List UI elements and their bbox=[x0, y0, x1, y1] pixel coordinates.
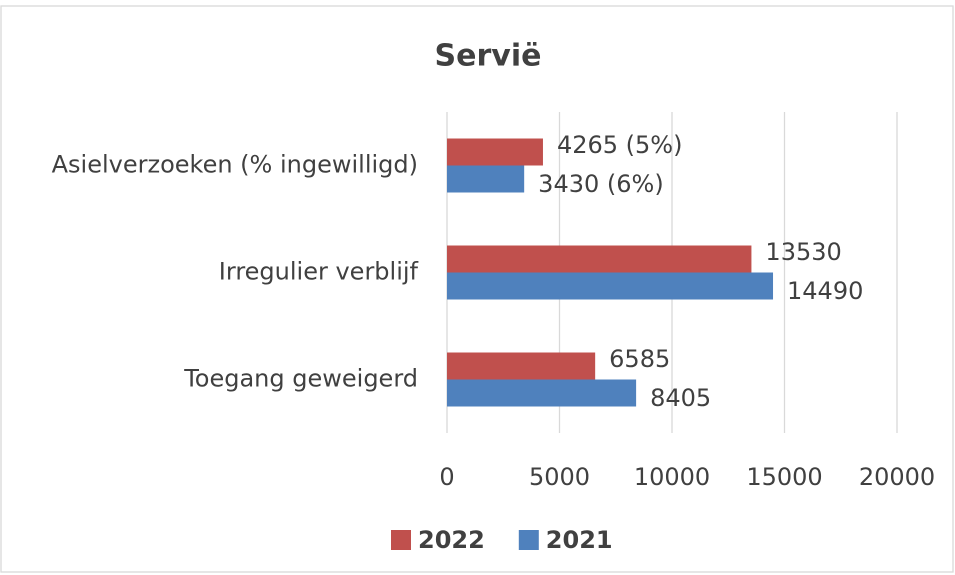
data-label: 8405 bbox=[650, 384, 711, 412]
legend-swatch bbox=[391, 530, 411, 550]
x-tick-label: 20000 bbox=[859, 463, 935, 491]
x-tick-label: 15000 bbox=[746, 463, 822, 491]
x-tick-label: 0 bbox=[439, 463, 454, 491]
legend-label: 2021 bbox=[546, 526, 613, 554]
y-tick-label: Asielverzoeken (% ingewilligd) bbox=[52, 151, 418, 179]
data-label: 3430 (6%) bbox=[538, 170, 664, 198]
x-tick-label: 5000 bbox=[529, 463, 590, 491]
legend-swatch bbox=[518, 530, 539, 550]
data-label: 6585 bbox=[609, 345, 670, 373]
bar bbox=[447, 245, 752, 273]
bar bbox=[447, 272, 774, 300]
chart-title: Servië bbox=[435, 39, 542, 74]
data-label: 13530 bbox=[765, 238, 841, 266]
data-label: 4265 (5%) bbox=[557, 131, 683, 159]
bar bbox=[447, 379, 637, 407]
bar bbox=[447, 165, 525, 193]
legend-label: 2022 bbox=[418, 526, 485, 554]
bar bbox=[447, 352, 596, 380]
data-label: 14490 bbox=[787, 277, 863, 305]
y-tick-label: Irregulier verblijf bbox=[219, 258, 419, 286]
y-tick-label: Toegang geweigerd bbox=[183, 365, 418, 393]
bar bbox=[447, 138, 543, 166]
x-tick-label: 10000 bbox=[634, 463, 710, 491]
